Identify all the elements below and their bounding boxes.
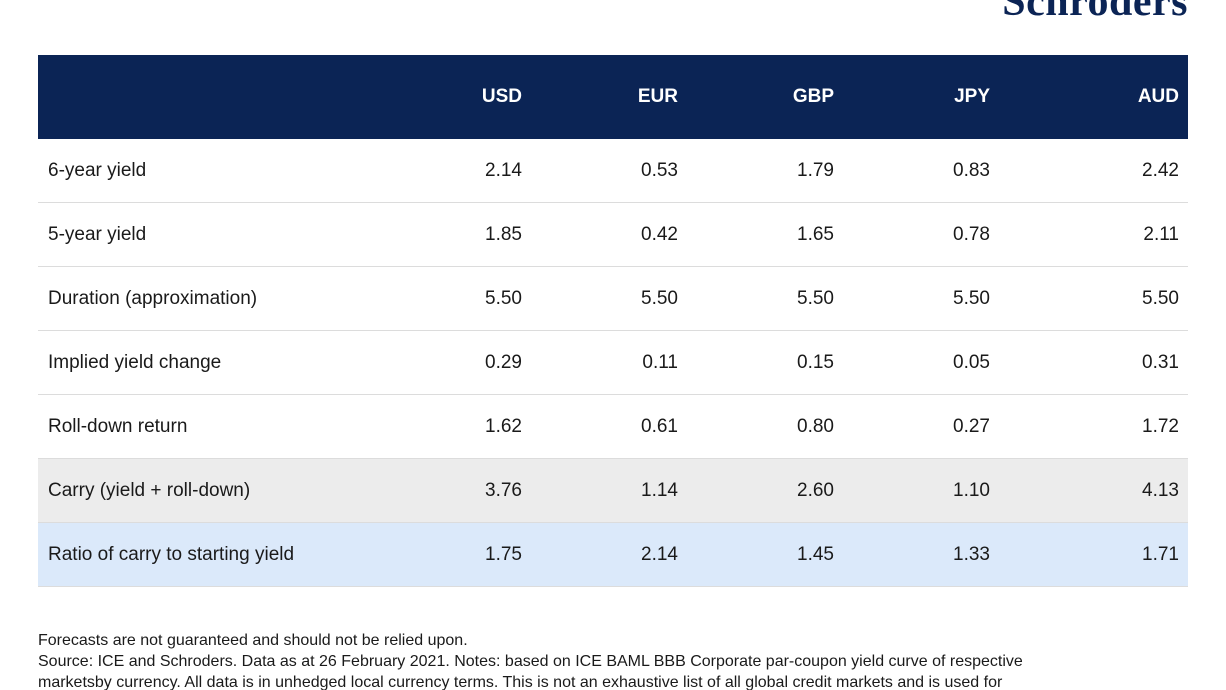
value-cell-eur: 5.50 — [641, 287, 678, 309]
value-cell-usd: 1.75 — [485, 543, 522, 565]
table-row-roll-down-return: Roll-down return 1.62 0.61 0.80 0.27 1.7… — [38, 395, 1188, 459]
value-cell-usd: 5.50 — [485, 287, 522, 309]
value-cell-eur: 0.61 — [641, 415, 678, 437]
schroders-logo: Schroders — [1002, 0, 1188, 25]
value-cell-gbp: 5.50 — [797, 287, 834, 309]
value-cell-usd: 2.14 — [485, 159, 522, 181]
table-row-duration: Duration (approximation) 5.50 5.50 5.50 … — [38, 267, 1188, 331]
footnotes: Forecasts are not guaranteed and should … — [38, 630, 1188, 690]
row-label: Implied yield change — [48, 351, 222, 373]
column-header-gbp: GBP — [792, 86, 834, 107]
value-cell-jpy: 0.83 — [953, 159, 990, 181]
value-cell-jpy: 1.10 — [953, 479, 990, 501]
column-header-jpy: JPY — [954, 86, 990, 107]
value-cell-aud: 4.13 — [1142, 479, 1179, 501]
value-cell-aud: 0.31 — [1142, 351, 1179, 373]
row-label: Carry (yield + roll-down) — [48, 479, 251, 501]
value-cell-eur: 2.14 — [641, 543, 678, 565]
row-label: Ratio of carry to starting yield — [48, 543, 295, 565]
carry-table: USD EUR GBP JPY AUD 6-year yield 2.14 0.… — [38, 55, 1188, 587]
source-note-continued: marketsby currency. All data is in unhed… — [38, 674, 1003, 690]
column-header-usd: USD — [481, 86, 522, 107]
value-cell-aud: 1.72 — [1142, 415, 1179, 437]
value-cell-aud: 5.50 — [1142, 287, 1179, 309]
value-cell-jpy: 0.27 — [953, 415, 990, 437]
value-cell-eur: 0.53 — [641, 159, 678, 181]
value-cell-gbp: 1.79 — [797, 159, 834, 181]
row-label: Roll-down return — [48, 415, 188, 437]
table-row-carry: Carry (yield + roll-down) 3.76 1.14 2.60… — [38, 459, 1188, 523]
value-cell-aud: 1.71 — [1142, 543, 1179, 565]
value-cell-jpy: 0.05 — [953, 351, 990, 373]
value-cell-gbp: 2.60 — [797, 479, 834, 501]
table-row-5-year-yield: 5-year yield 1.85 0.42 1.65 0.78 2.11 — [38, 203, 1188, 267]
value-cell-gbp: 1.45 — [797, 543, 834, 565]
row-label: 5-year yield — [48, 223, 147, 245]
value-cell-usd: 1.85 — [485, 223, 522, 245]
source-note: Source: ICE and Schroders. Data as at 26… — [38, 653, 1023, 670]
table-row-6-year-yield: 6-year yield 2.14 0.53 1.79 0.83 2.42 — [38, 139, 1188, 203]
table-header-row: USD EUR GBP JPY AUD — [38, 55, 1188, 139]
value-cell-usd: 3.76 — [485, 479, 522, 501]
value-cell-gbp: 0.15 — [797, 351, 834, 373]
value-cell-gbp: 1.65 — [797, 223, 834, 245]
value-cell-gbp: 0.80 — [797, 415, 834, 437]
value-cell-aud: 2.11 — [1143, 223, 1179, 245]
column-header-aud: AUD — [1137, 86, 1179, 107]
row-label: 6-year yield — [48, 159, 147, 181]
value-cell-eur: 0.42 — [641, 223, 678, 245]
table-row-implied-yield-change: Implied yield change 0.29 0.11 0.15 0.05… — [38, 331, 1188, 395]
value-cell-jpy: 1.33 — [953, 543, 990, 565]
table-row-ratio-carry-to-yield: Ratio of carry to starting yield 1.75 2.… — [38, 523, 1188, 587]
value-cell-jpy: 0.78 — [953, 223, 990, 245]
forecast-disclaimer: Forecasts are not guaranteed and should … — [38, 632, 468, 649]
value-cell-usd: 1.62 — [485, 415, 522, 437]
value-cell-eur: 0.11 — [642, 351, 678, 373]
value-cell-jpy: 5.50 — [953, 287, 990, 309]
value-cell-aud: 2.42 — [1142, 159, 1179, 181]
row-label: Duration (approximation) — [48, 287, 258, 309]
column-header-eur: EUR — [637, 86, 678, 107]
value-cell-usd: 0.29 — [485, 351, 522, 373]
value-cell-eur: 1.14 — [641, 479, 678, 501]
